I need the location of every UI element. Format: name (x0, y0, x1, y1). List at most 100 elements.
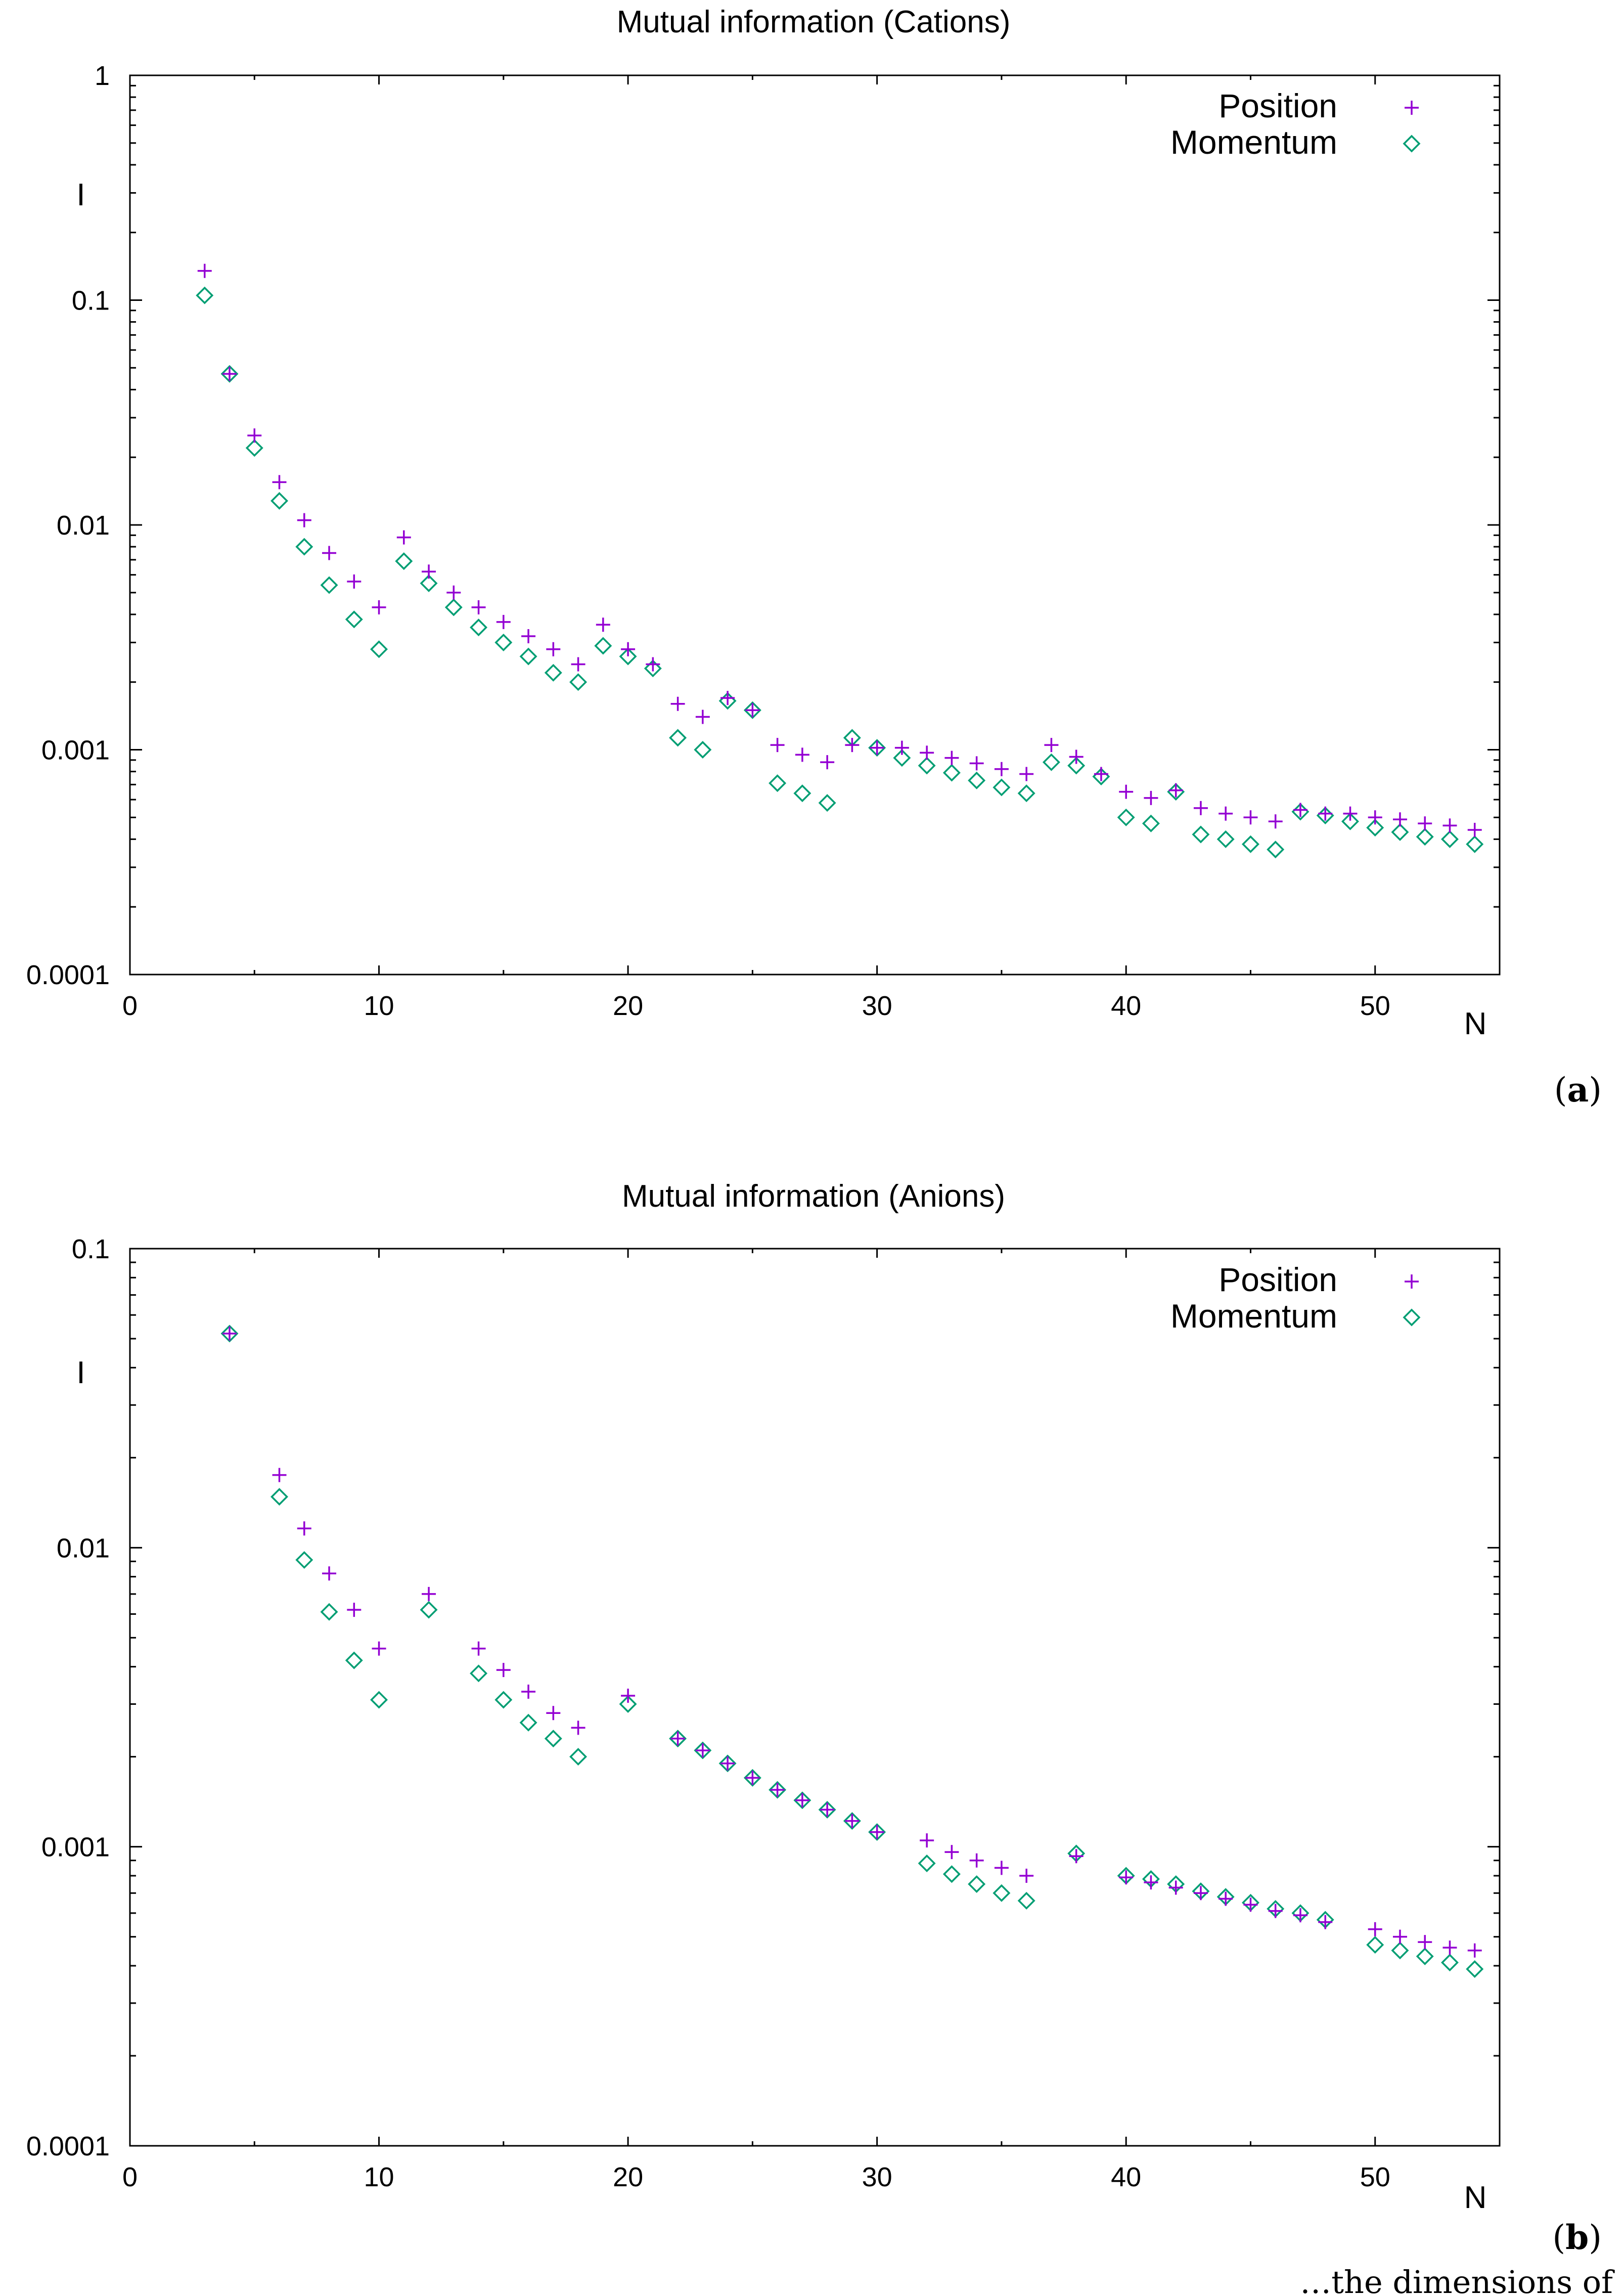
momentum-point (519, 1713, 537, 1732)
position-point (521, 1685, 536, 1699)
position-point (222, 1326, 237, 1341)
panel-b-chart: Mutual information (Anions) 0 10 20 30 40 50 … (26, 1179, 1602, 2257)
position-point (1293, 1908, 1307, 1923)
position-point (496, 614, 511, 629)
position-point (1343, 806, 1358, 821)
position-point (496, 1663, 511, 1678)
momentum-point (494, 633, 513, 651)
position-point (247, 428, 262, 443)
momentum-point (594, 637, 612, 655)
position-point (1168, 1880, 1183, 1895)
position-point (1243, 1897, 1258, 1912)
position-point (795, 747, 809, 762)
position-point (1119, 1870, 1134, 1885)
momentum-point (1241, 835, 1259, 853)
position-point (1392, 812, 1407, 827)
momentum-point (470, 1664, 488, 1683)
position-point (1119, 784, 1134, 799)
position-point (1442, 1940, 1457, 1955)
position-point (347, 1603, 362, 1617)
panel-b-title: Mutual information (Anions) (622, 1179, 1005, 1214)
momentum-point (569, 1748, 588, 1766)
position-point (1368, 810, 1382, 825)
x-tick-label: 40 (1111, 991, 1141, 1021)
momentum-point (370, 1691, 388, 1709)
x-tick-label: 0 (122, 991, 138, 1021)
panel-b-label-letter: b (1565, 2218, 1589, 2257)
caption-fragment: …the dimensions of (1300, 2264, 1615, 2295)
momentum-point (619, 647, 637, 666)
panel-a-y-ticks: 1 0.1 0.01 0.001 0.0001 (26, 61, 1500, 990)
momentum-point (1416, 828, 1434, 846)
series-momentum (220, 1325, 1484, 1978)
y-tick-label: 0.01 (57, 1533, 110, 1563)
position-point (870, 1825, 884, 1839)
position-point (471, 1641, 486, 1656)
momentum-point (494, 1691, 513, 1709)
y-tick-label: 0.1 (72, 1234, 110, 1264)
position-point (471, 600, 486, 614)
position-point (745, 703, 760, 718)
position-point (1467, 1943, 1482, 1958)
momentum-point (270, 492, 289, 510)
momentum-point (395, 552, 413, 570)
position-point (1144, 1875, 1158, 1890)
panel-a-x-ticks: 0 10 20 30 40 50 (122, 75, 1501, 1021)
position-point (920, 1833, 934, 1848)
position-point (1268, 1904, 1283, 1918)
panel-b-legend: Position Momentum (1170, 1261, 1421, 1335)
momentum-point (295, 538, 313, 556)
panel-a-legend-momentum-label: Momentum (1170, 123, 1337, 161)
momentum-point (743, 701, 761, 719)
position-point (272, 475, 287, 490)
panel-a-chart: Mutual information (Cations) 0 10 20 30 40 50… (26, 5, 1602, 1110)
momentum-point (743, 1769, 761, 1787)
panel-a-title: Mutual information (Cations) (617, 5, 1011, 39)
panel-a-y-axis-label: I (76, 178, 85, 212)
position-point (695, 1743, 710, 1758)
momentum-point (270, 1488, 289, 1506)
momentum-point (1366, 1936, 1384, 1954)
momentum-point (1042, 753, 1060, 771)
position-point (870, 740, 884, 755)
x-tick-label: 10 (364, 2162, 394, 2192)
position-point (322, 546, 337, 560)
position-point (969, 1853, 984, 1868)
x-tick-label: 40 (1111, 2162, 1141, 2192)
panel-b-legend-momentum-marker (1403, 1308, 1421, 1327)
panel-a-legend: Position Momentum (1170, 87, 1421, 161)
momentum-point (544, 1730, 562, 1748)
position-point (621, 642, 636, 656)
series-momentum (196, 286, 1484, 859)
position-point (1418, 816, 1432, 831)
momentum-point (220, 1325, 239, 1343)
momentum-point (993, 1884, 1011, 1902)
position-point (1094, 767, 1108, 781)
position-point (845, 738, 860, 753)
position-point (571, 1720, 585, 1735)
position-point (1144, 790, 1158, 805)
legend-position-symbol (1405, 101, 1419, 115)
position-point (944, 751, 959, 765)
position-point (396, 530, 411, 545)
momentum-point (769, 1781, 787, 1799)
position-point (347, 574, 362, 589)
momentum-point (993, 778, 1011, 797)
momentum-point (196, 286, 214, 304)
panel-b-series (220, 1325, 1484, 1978)
position-point (670, 1731, 685, 1746)
momentum-point (1341, 812, 1359, 830)
position-point (845, 1814, 860, 1828)
panel-b-legend-position-marker (1405, 1274, 1419, 1289)
momentum-point (295, 1551, 313, 1569)
position-point (1318, 806, 1333, 821)
position-point (1069, 1849, 1084, 1864)
momentum-point (1441, 830, 1459, 848)
momentum-point (793, 784, 811, 803)
position-point (894, 740, 909, 755)
y-tick-label: 0.0001 (26, 2131, 110, 2161)
position-point (1168, 783, 1183, 798)
position-point (621, 1688, 636, 1703)
momentum-point (420, 574, 438, 592)
